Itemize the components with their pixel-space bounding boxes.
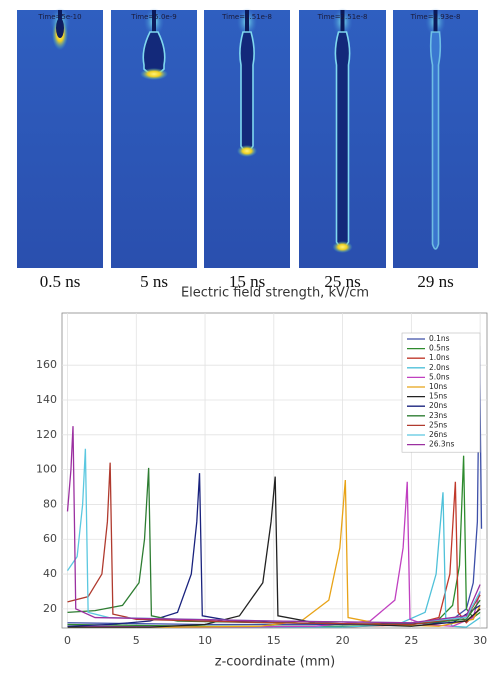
streamer-core <box>56 18 64 38</box>
legend-label: 10ns <box>429 382 447 391</box>
streamer-channel <box>429 31 442 250</box>
x-tick-label: 10 <box>198 634 212 647</box>
y-tick-label: 140 <box>36 393 57 406</box>
panel-caption: 5 ns <box>140 272 168 291</box>
series-line <box>67 476 481 628</box>
legend-box <box>401 332 481 453</box>
legend-label: 26.3ns <box>429 440 454 449</box>
legend-label: 0.5ns <box>429 344 450 353</box>
chart: Electric field strength, kV/cm z-coordin… <box>36 286 488 670</box>
y-tick-label: 100 <box>36 463 57 476</box>
series-line <box>67 481 481 628</box>
panel-caption: 25 ns <box>324 272 360 291</box>
legend-label: 15ns <box>429 392 447 401</box>
panel-caption: 29 ns <box>417 272 453 291</box>
x-tick-label: 5 <box>133 634 140 647</box>
x-tick-label: 25 <box>404 634 418 647</box>
streamer-tip <box>332 241 353 253</box>
y-tick-label: 60 <box>43 532 57 545</box>
y-tick-label: 120 <box>36 428 57 441</box>
y-tick-label: 20 <box>43 602 57 615</box>
y-tick-label: 40 <box>43 567 57 580</box>
electrode <box>433 10 438 32</box>
series-line <box>66 448 481 624</box>
electrode <box>152 10 156 32</box>
legend-label: 2.0ns <box>429 363 450 372</box>
series-line <box>67 492 481 628</box>
time-label: Time=1.51e-8 <box>221 13 272 21</box>
panel-caption: 0.5 ns <box>40 272 81 291</box>
x-tick-label: 0 <box>64 634 71 647</box>
legend-label: 5.0ns <box>429 372 450 381</box>
x-axis-label: z-coordinate (mm) <box>215 655 335 670</box>
y-tick-label: 160 <box>36 358 57 371</box>
panel-caption: 15 ns <box>229 272 265 291</box>
panel: Time=2.93e-8 29 ns <box>393 8 478 291</box>
panel-image <box>17 10 103 268</box>
legend-label: 26ns <box>429 430 447 439</box>
panel: Time=2.51e-8 25 ns <box>299 8 386 291</box>
series-line <box>67 462 481 626</box>
panel: Time=5.0e-9 5 ns <box>111 8 197 291</box>
time-label: Time=5.0e-9 <box>130 13 176 21</box>
panel: Time=1.51e-8 15 ns <box>204 8 290 291</box>
x-tick-label: 30 <box>473 634 487 647</box>
x-tick-label: 20 <box>336 634 350 647</box>
electrode <box>340 10 345 32</box>
time-label: Time=5e-10 <box>37 13 81 21</box>
x-tick-label: 15 <box>267 634 281 647</box>
streamer-channel <box>142 31 166 75</box>
streamer-tip <box>140 68 168 80</box>
series-line <box>66 426 481 624</box>
y-tick-label: 80 <box>43 497 57 510</box>
legend-label: 23ns <box>429 411 447 420</box>
time-label: Time=2.51e-8 <box>317 13 368 21</box>
legend-label: 0.1ns <box>429 334 450 343</box>
time-label: Time=2.93e-8 <box>410 13 461 21</box>
panel: Time=5e-10 0.5 ns <box>17 8 103 291</box>
streamer-channel <box>334 31 351 248</box>
electrode <box>245 10 249 32</box>
legend-label: 1.0ns <box>429 353 450 362</box>
streamer-tip <box>237 145 257 157</box>
legend-label: 20ns <box>429 401 447 410</box>
legend-label: 25ns <box>429 420 447 429</box>
chart-title: Electric field strength, kV/cm <box>181 286 369 301</box>
series-group <box>66 346 483 628</box>
simulation-panels: Time=5e-10 0.5 ns Time=5.0e-9 5 ns Time=1.51… <box>17 8 478 291</box>
series-line <box>67 480 481 628</box>
streamer-channel <box>239 31 255 152</box>
